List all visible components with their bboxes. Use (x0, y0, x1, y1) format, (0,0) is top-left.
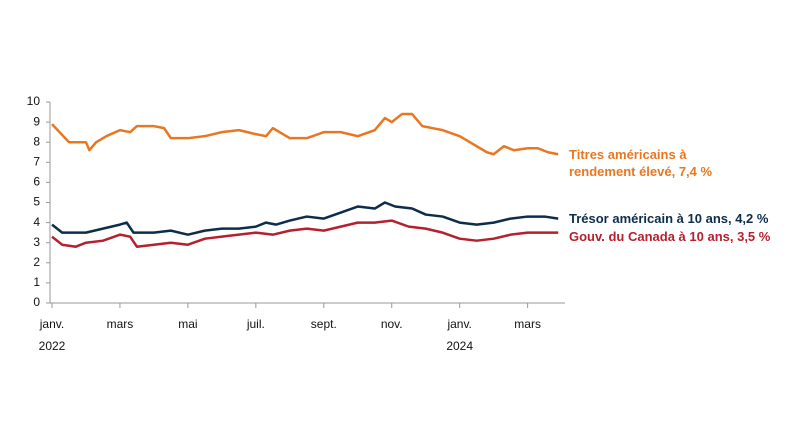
x-tick-label: mars (107, 317, 134, 331)
x-year-label: 2022 (39, 339, 66, 353)
x-tick-label: sept. (311, 317, 337, 331)
y-tick-label: 6 (33, 175, 40, 189)
x-tick-label: janv. (39, 317, 64, 331)
x-tick-label: mars (514, 317, 541, 331)
y-tick-label: 2 (33, 255, 40, 269)
y-tick-label: 1 (33, 275, 40, 289)
y-tick-label: 3 (33, 235, 40, 249)
x-tick-label: janv. (446, 317, 471, 331)
series-line (51, 201, 559, 236)
x-year-label: 2024 (446, 339, 473, 353)
series-label: Titres américains à rendement élevé, 7,4… (569, 147, 713, 179)
y-tick-label: 9 (33, 114, 40, 128)
series-label: Trésor américain à 10 ans, 4,2 % (569, 211, 769, 226)
x-tick-label: nov. (381, 317, 403, 331)
y-tick-label: 10 (27, 94, 41, 108)
series-line (51, 219, 559, 248)
series-line (51, 112, 559, 156)
y-tick-label: 7 (33, 154, 40, 168)
y-tick-label: 0 (33, 295, 40, 309)
y-tick-label: 8 (33, 134, 40, 148)
x-tick-label: juil. (246, 317, 265, 331)
y-tick-label: 5 (33, 195, 40, 209)
y-tick-label: 4 (33, 215, 40, 229)
x-tick-label: mai (178, 317, 197, 331)
series-label: Gouv. du Canada à 10 ans, 3,5 % (569, 229, 771, 244)
